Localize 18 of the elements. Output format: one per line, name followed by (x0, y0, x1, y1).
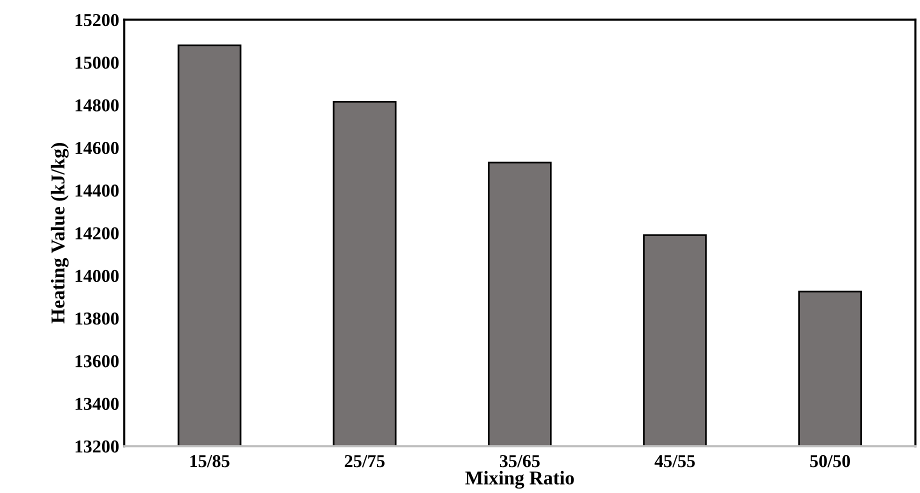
y-tick-label: 14800 (76, 99, 119, 112)
x-tick-label: 25/75 (344, 455, 385, 468)
x-tick-label: 45/55 (654, 455, 695, 468)
y-tick-label: 13200 (76, 440, 119, 453)
x-axis-title: Mixing Ratio (465, 470, 574, 489)
y-tick-label: 13600 (76, 355, 119, 368)
y-tick-label: 14400 (76, 184, 119, 197)
x-tick-label: 15/85 (190, 455, 230, 468)
y-tick-label: 13800 (76, 312, 119, 325)
x-tick-label: 35/65 (500, 455, 540, 468)
y-tick-label: 14200 (76, 227, 119, 240)
y-tick-label: 15200 (76, 14, 119, 26)
y-tick-label: 14000 (76, 270, 119, 282)
y-axis-title: Heating Value (kJ/kg) (50, 143, 69, 324)
y-tick-label: 15000 (76, 56, 119, 69)
y-tick-label: 14600 (76, 142, 119, 154)
y-tick-label: 13400 (76, 398, 119, 410)
x-tick-label: 50/50 (810, 455, 850, 468)
